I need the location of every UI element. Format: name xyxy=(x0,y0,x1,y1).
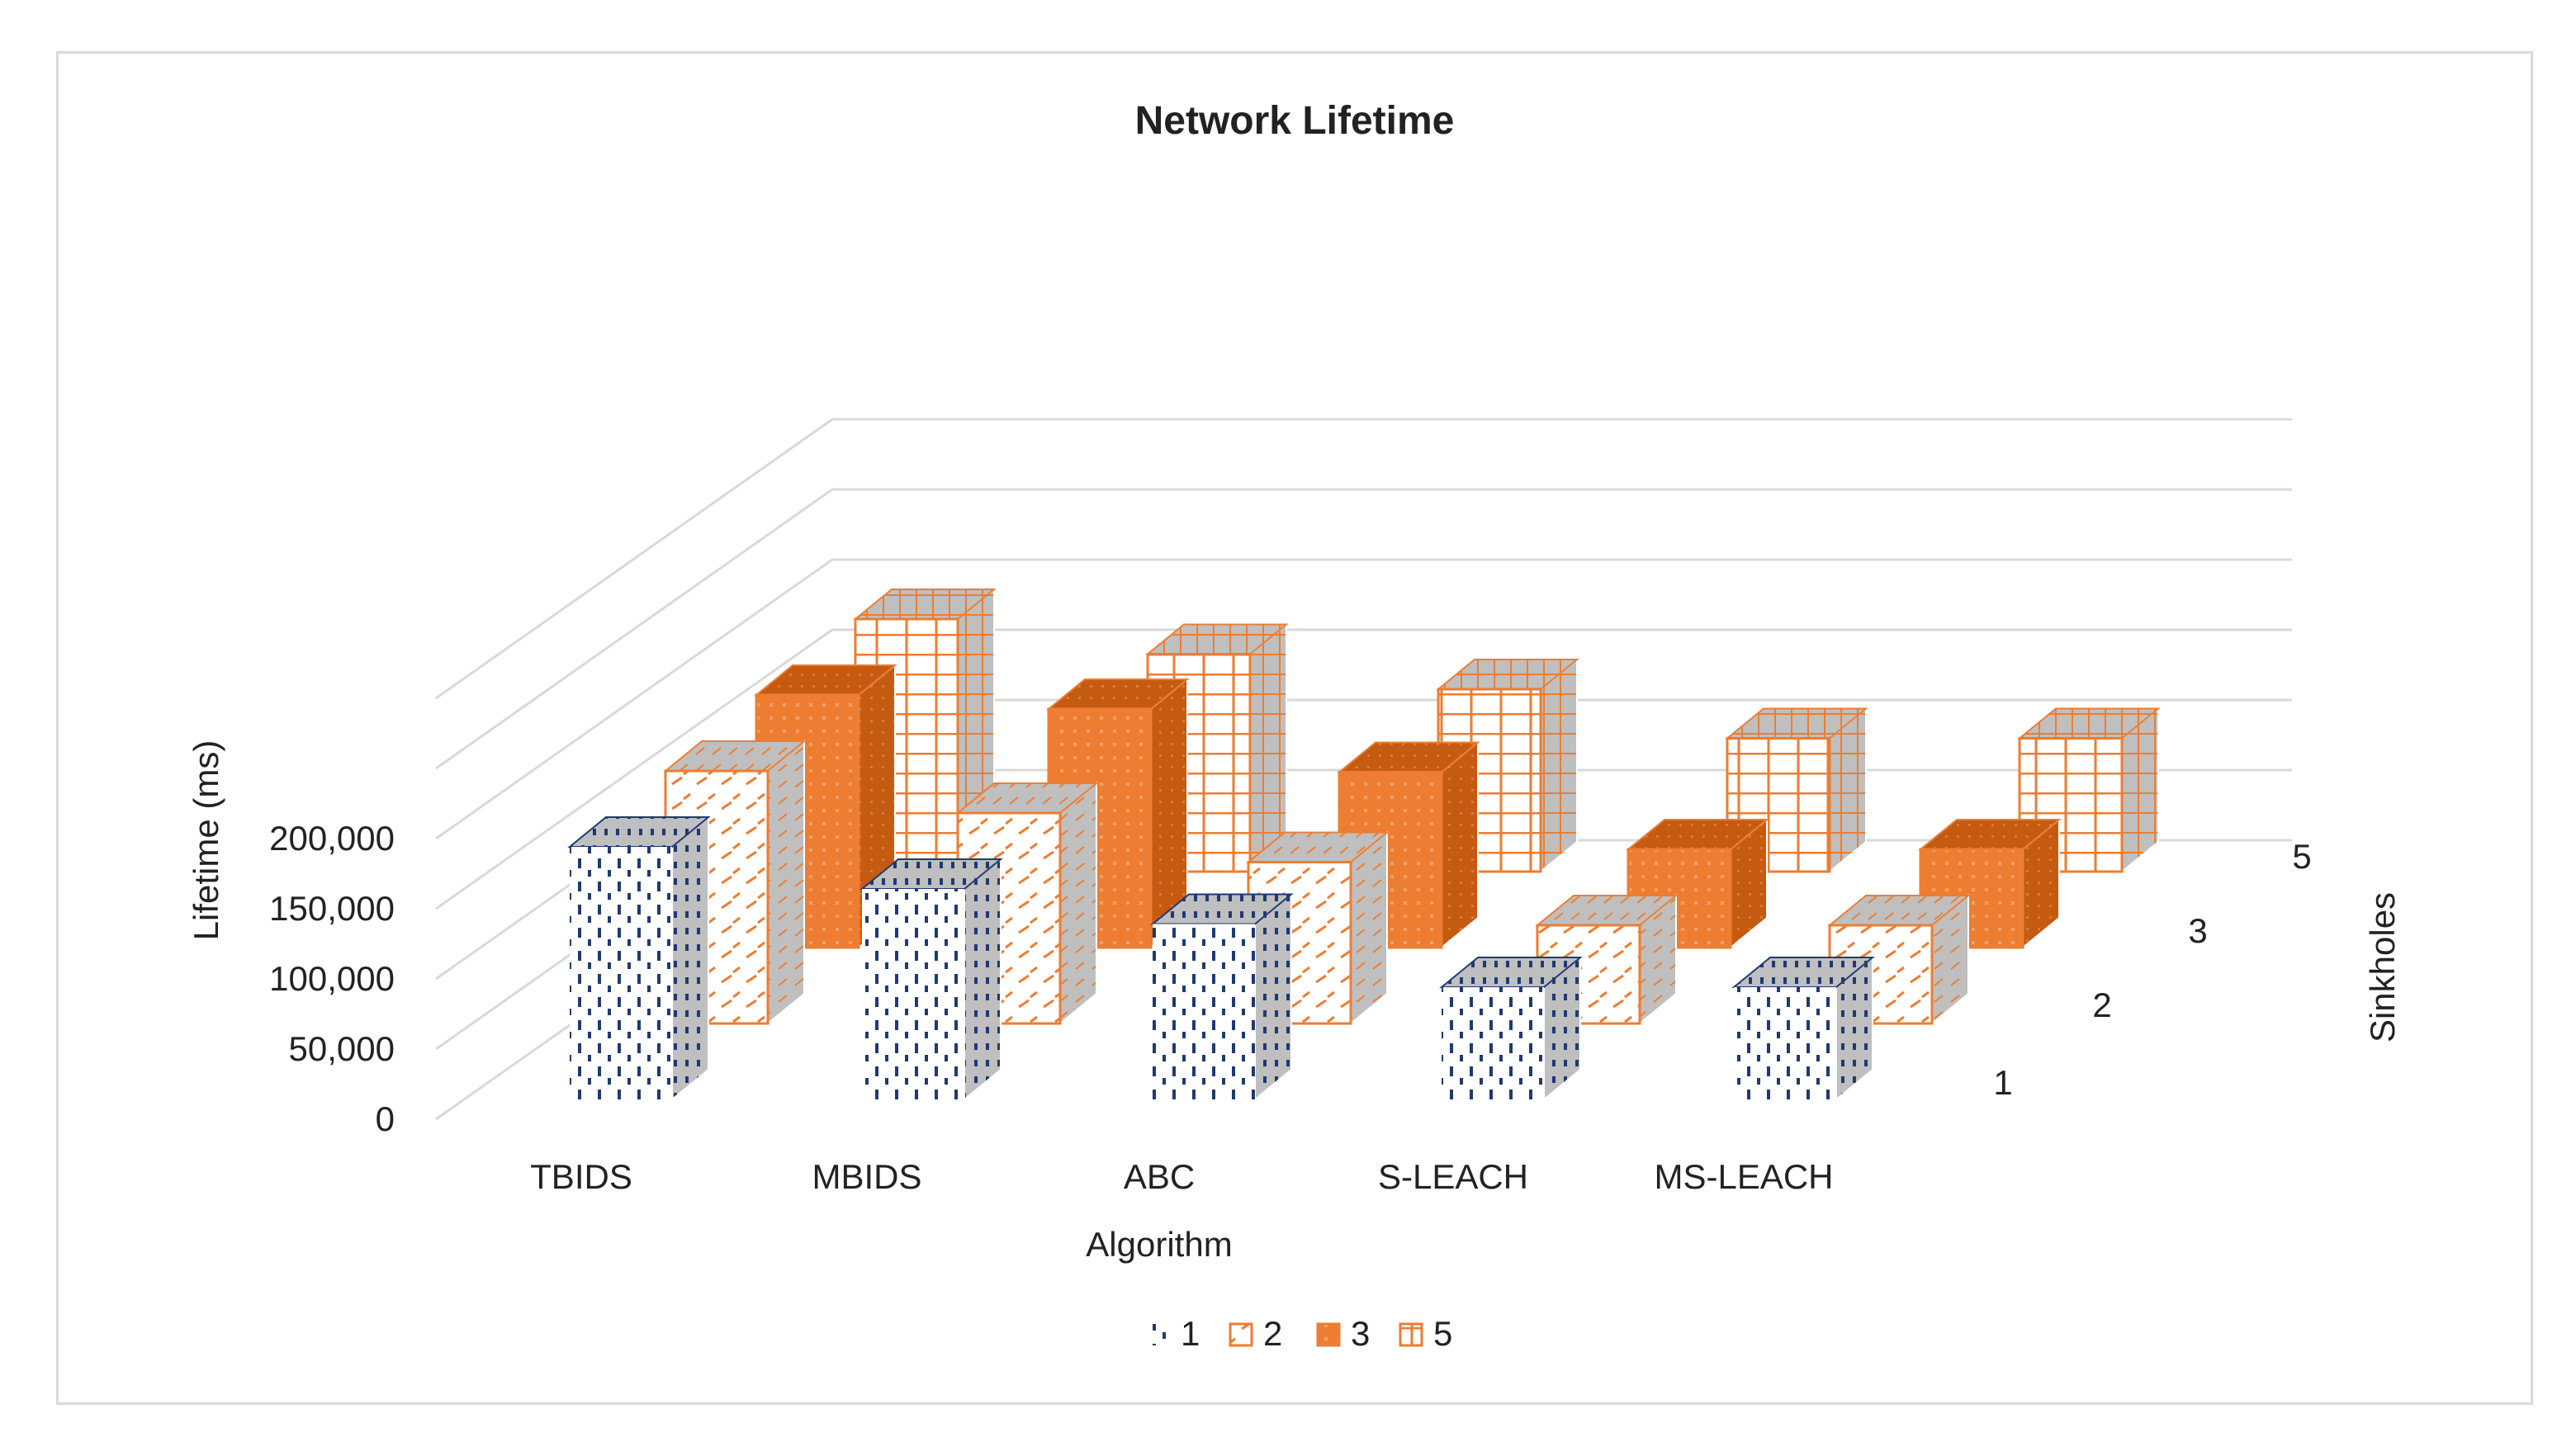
depth-tick-label: 2 xyxy=(2092,986,2111,1024)
gridline-side xyxy=(435,558,833,840)
bar-TBIDS-2 xyxy=(663,739,807,1026)
bar-MBIDS-1 xyxy=(859,857,1003,1102)
bar-S-LEACH-1 xyxy=(1439,955,1583,1102)
bar-S-LEACH-3 xyxy=(1626,817,1769,950)
x-tick-label: MBIDS xyxy=(812,1157,921,1196)
gridline-side xyxy=(435,488,833,770)
bar-side xyxy=(1350,830,1388,1026)
gridline-side xyxy=(435,628,833,910)
y-tick-label: 100,000 xyxy=(269,959,395,998)
legend-swatch xyxy=(1316,1322,1341,1347)
gridline-side xyxy=(435,418,833,700)
bar-side xyxy=(1441,740,1479,950)
legend-label: 2 xyxy=(1263,1314,1282,1353)
y-axis-ticks: 0 50,000 100,000 150,000 200,000 xyxy=(269,819,395,1138)
bar-front xyxy=(570,847,672,1099)
legend-item-1: 1 xyxy=(1148,1314,1200,1353)
legend-swatch xyxy=(1229,1322,1253,1347)
legend: 1 2 3 5 xyxy=(1148,1314,1452,1353)
bar-ABC-1 xyxy=(1150,892,1294,1102)
y-axis-label: Lifetime (ms) xyxy=(187,740,225,941)
bar-TBIDS-1 xyxy=(567,815,711,1102)
bar-front xyxy=(1442,987,1544,1099)
x-tick-label: MS-LEACH xyxy=(1654,1157,1833,1196)
x-tick-label: TBIDS xyxy=(530,1157,632,1196)
y-tick-label: 150,000 xyxy=(269,889,395,928)
y-tick-label: 200,000 xyxy=(269,819,395,858)
x-tick-label: S-LEACH xyxy=(1378,1157,1528,1196)
depth-axis-label: Sinkholes xyxy=(2363,892,2402,1042)
series-1 xyxy=(567,815,1875,1102)
bar-side xyxy=(1540,657,1578,874)
legend-item-5: 5 xyxy=(1399,1314,1452,1353)
x-tick-label: ABC xyxy=(1124,1157,1195,1196)
legend-label: 5 xyxy=(1433,1314,1452,1353)
x-axis-ticks: TBIDS MBIDS ABC S-LEACH MS-LEACH xyxy=(530,1157,1833,1196)
bar-side xyxy=(964,857,1002,1102)
bar-front xyxy=(1734,987,1836,1099)
bar-side xyxy=(671,815,709,1102)
bar-MS-LEACH-1 xyxy=(1731,955,1875,1102)
legend-item-2: 2 xyxy=(1229,1314,1282,1353)
bar-side xyxy=(1254,892,1292,1102)
x-axis-label: Algorithm xyxy=(1086,1225,1232,1264)
legend-swatch xyxy=(1399,1322,1423,1347)
y-tick-label: 50,000 xyxy=(289,1029,395,1068)
legend-label: 1 xyxy=(1181,1314,1200,1353)
bars xyxy=(567,587,2161,1102)
bar-front xyxy=(1153,924,1255,1099)
depth-axis-ticks: 1 2 3 5 xyxy=(1993,837,2311,1102)
legend-item-3: 3 xyxy=(1316,1314,1370,1353)
legend-swatch xyxy=(1148,1324,1169,1345)
depth-tick-label: 5 xyxy=(2292,837,2311,876)
legend-label: 3 xyxy=(1351,1314,1370,1353)
depth-tick-label: 1 xyxy=(1993,1063,2012,1102)
chart-title: Network Lifetime xyxy=(1135,99,1455,143)
bar-front xyxy=(862,889,964,1099)
bar-side xyxy=(767,739,805,1026)
depth-tick-label: 3 xyxy=(2188,911,2207,950)
bar-side xyxy=(1059,781,1097,1026)
series-2 xyxy=(663,739,1971,1026)
chart-frame xyxy=(56,51,2533,1405)
y-tick-label: 0 xyxy=(376,1099,395,1138)
